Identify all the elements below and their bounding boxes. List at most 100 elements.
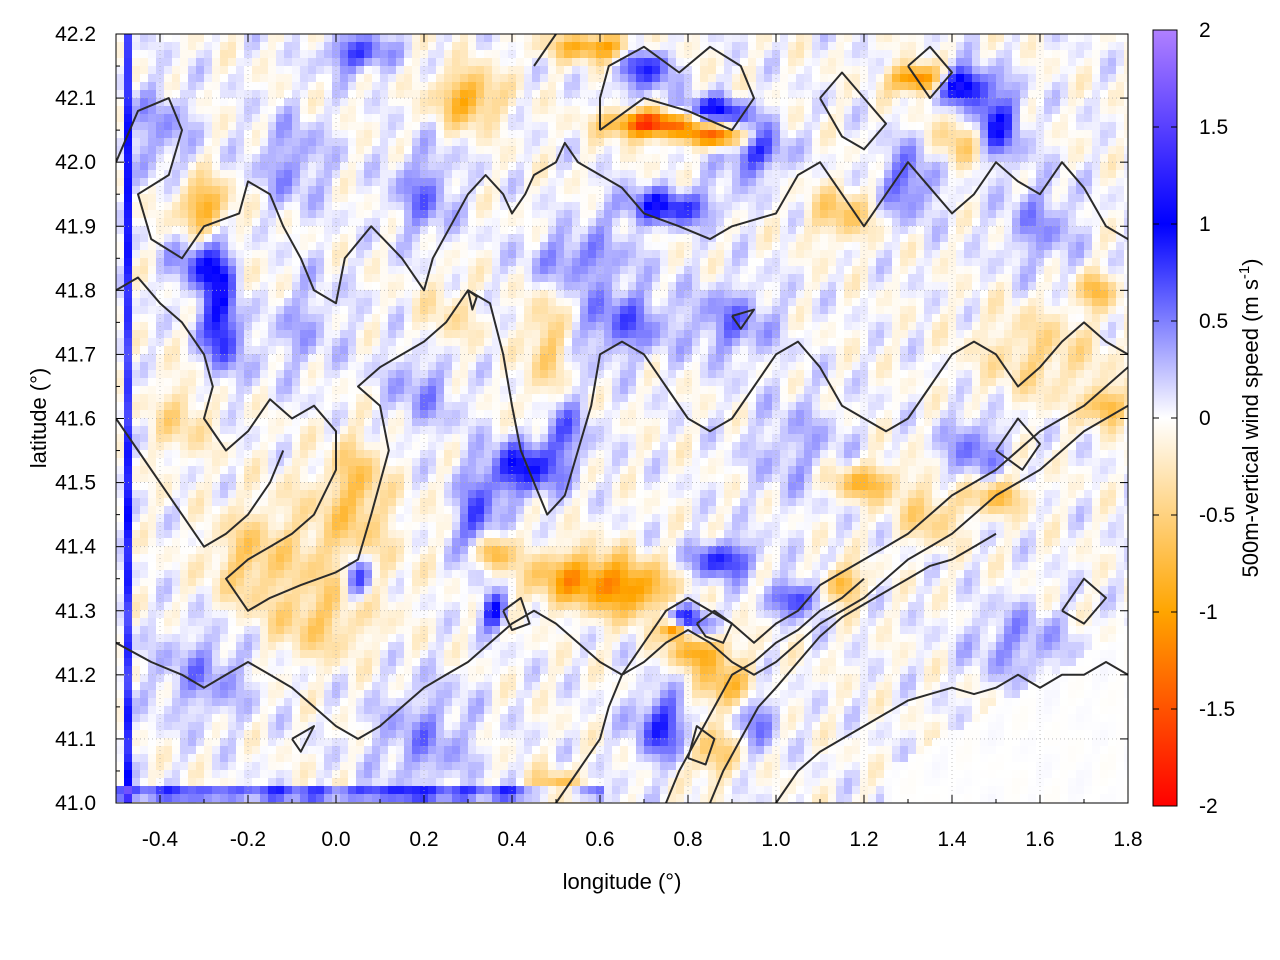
heatmap-cell	[436, 306, 445, 315]
heatmap-cell	[372, 658, 381, 667]
heatmap-cell	[124, 722, 133, 731]
heatmap-cell	[172, 58, 181, 67]
heatmap-cell	[476, 338, 485, 347]
heatmap-cell	[500, 666, 509, 675]
heatmap-cell	[220, 418, 229, 427]
heatmap-cell	[412, 658, 421, 667]
heatmap-cell	[276, 90, 285, 99]
heatmap-cell	[292, 626, 301, 635]
heatmap-cell	[412, 154, 421, 163]
heatmap-cell	[468, 410, 477, 419]
heatmap-cell	[516, 722, 525, 731]
heatmap-cell	[140, 362, 149, 371]
heatmap-cell	[444, 242, 453, 251]
heatmap-cell	[188, 466, 197, 475]
heatmap-cell	[452, 562, 461, 571]
heatmap-cell	[268, 274, 277, 283]
heatmap-cell	[316, 482, 325, 491]
heatmap-cell	[252, 90, 261, 99]
heatmap-cell	[180, 330, 189, 339]
heatmap-cell	[388, 362, 397, 371]
heatmap-cell	[252, 50, 261, 59]
heatmap-cell	[492, 674, 501, 683]
heatmap-cell	[524, 306, 533, 315]
heatmap-cell	[140, 666, 149, 675]
heatmap-cell	[436, 522, 445, 531]
heatmap-cell	[116, 786, 125, 795]
heatmap-cell	[308, 474, 317, 483]
heatmap-cell	[356, 154, 365, 163]
heatmap-cell	[492, 690, 501, 699]
heatmap-cell	[444, 586, 453, 595]
heatmap-cell	[444, 498, 453, 507]
heatmap-cell	[404, 682, 413, 691]
heatmap-cell	[364, 98, 373, 107]
heatmap-cell	[212, 50, 221, 59]
heatmap-cell	[516, 602, 525, 611]
heatmap-cell	[412, 762, 421, 771]
heatmap-cell	[196, 186, 205, 195]
heatmap-cell	[428, 474, 437, 483]
heatmap-cell	[172, 290, 181, 299]
heatmap-cell	[180, 666, 189, 675]
heatmap-cell	[372, 218, 381, 227]
heatmap-cell	[228, 778, 237, 787]
heatmap-cell	[412, 554, 421, 563]
heatmap-cell	[292, 602, 301, 611]
heatmap-cell	[148, 434, 157, 443]
heatmap-cell	[236, 146, 245, 155]
heatmap-cell	[236, 746, 245, 755]
heatmap-cell	[460, 730, 469, 739]
heatmap-cell	[124, 538, 133, 547]
heatmap-cell	[396, 42, 405, 51]
heatmap-cell	[476, 394, 485, 403]
heatmap-cell	[492, 266, 501, 275]
heatmap-cell	[164, 378, 173, 387]
heatmap-cell	[396, 234, 405, 243]
heatmap-cell	[188, 682, 197, 691]
heatmap-cell	[356, 666, 365, 675]
heatmap-cell	[180, 266, 189, 275]
heatmap-cell	[404, 482, 413, 491]
heatmap-cell	[212, 138, 221, 147]
heatmap-cell	[132, 314, 141, 323]
heatmap-cell	[204, 186, 213, 195]
heatmap-cell	[148, 218, 157, 227]
heatmap-cell	[276, 490, 285, 499]
heatmap-cell	[228, 690, 237, 699]
heatmap-cell	[492, 306, 501, 315]
heatmap-cell	[492, 650, 501, 659]
heatmap-cell	[260, 162, 269, 171]
heatmap-cell	[236, 522, 245, 531]
heatmap-cell	[356, 490, 365, 499]
heatmap-cell	[492, 762, 501, 771]
heatmap-cell	[476, 186, 485, 195]
heatmap-cell	[164, 586, 173, 595]
heatmap-cell	[268, 642, 277, 651]
heatmap-cell	[396, 794, 405, 803]
heatmap-cell	[516, 562, 525, 571]
heatmap-cell	[228, 170, 237, 179]
heatmap-cell	[324, 426, 333, 435]
heatmap-cell	[228, 410, 237, 419]
heatmap-cell	[412, 746, 421, 755]
heatmap-cell	[524, 162, 533, 171]
heatmap-cell	[124, 282, 133, 291]
heatmap-cell	[428, 394, 437, 403]
heatmap-cell	[180, 298, 189, 307]
heatmap-cell	[492, 474, 501, 483]
heatmap-cell	[452, 650, 461, 659]
heatmap-cell	[148, 258, 157, 267]
heatmap-cell	[228, 130, 237, 139]
heatmap-cell	[284, 762, 293, 771]
heatmap-cell	[300, 50, 309, 59]
heatmap-cell	[276, 282, 285, 291]
heatmap-cell	[492, 90, 501, 99]
heatmap-cell	[324, 266, 333, 275]
heatmap-cell	[348, 162, 357, 171]
heatmap-cell	[308, 322, 317, 331]
heatmap-cell	[228, 330, 237, 339]
heatmap-cell	[436, 178, 445, 187]
heatmap-cell	[268, 738, 277, 747]
heatmap-cell	[460, 458, 469, 467]
